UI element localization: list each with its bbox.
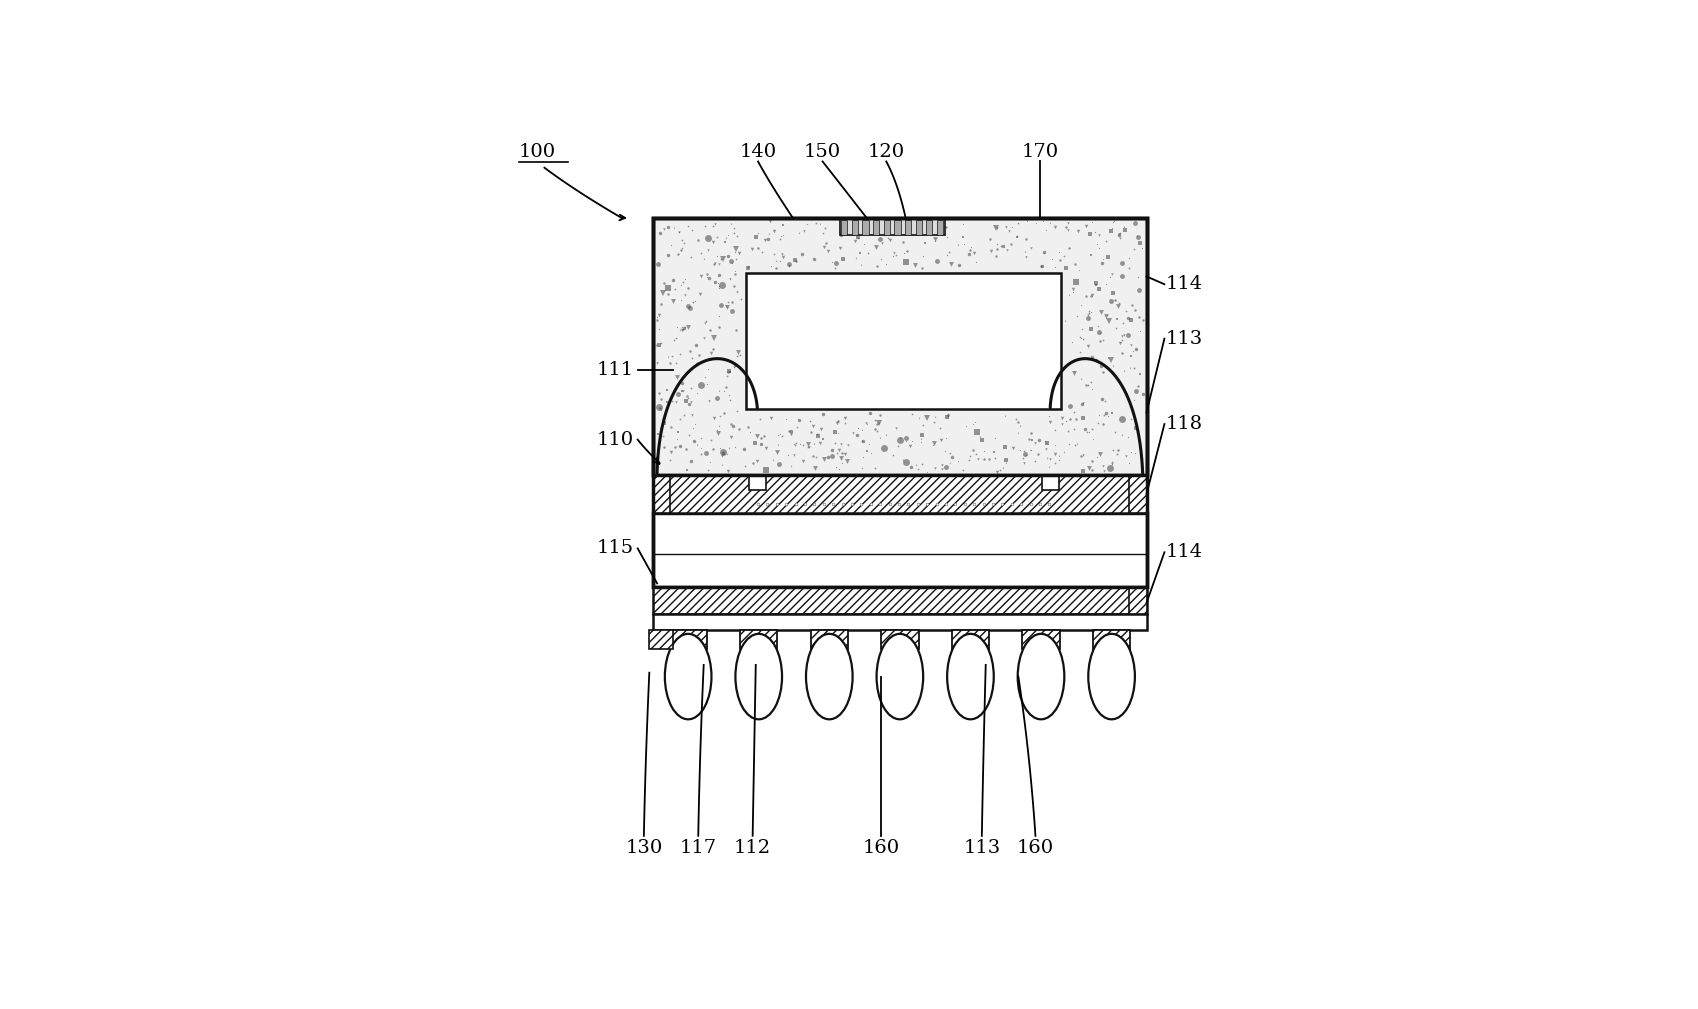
Bar — [883, 220, 890, 234]
Bar — [1129, 474, 1146, 514]
Text: 113: 113 — [1165, 330, 1202, 348]
Bar — [863, 220, 868, 234]
Text: 114: 114 — [1165, 543, 1202, 561]
Text: 114: 114 — [1165, 275, 1202, 294]
Ellipse shape — [805, 634, 852, 719]
Bar — [1041, 474, 1058, 490]
Bar — [749, 474, 766, 490]
Bar — [1129, 587, 1146, 614]
Bar — [652, 474, 671, 514]
Bar — [925, 220, 932, 234]
Text: 110: 110 — [596, 431, 633, 449]
Bar — [893, 220, 900, 234]
Bar — [669, 630, 706, 650]
Bar — [652, 514, 1146, 587]
Text: 118: 118 — [1165, 415, 1202, 433]
Bar — [851, 220, 857, 234]
Bar — [745, 272, 1061, 409]
Bar — [839, 218, 944, 235]
Bar — [652, 587, 1146, 614]
Bar — [652, 218, 1146, 587]
Ellipse shape — [1088, 634, 1134, 719]
Text: 112: 112 — [734, 838, 771, 857]
Text: 117: 117 — [679, 838, 717, 857]
Bar — [905, 220, 910, 234]
Text: 160: 160 — [1017, 838, 1053, 857]
Text: 150: 150 — [803, 143, 841, 161]
Bar — [841, 220, 847, 234]
Bar — [649, 630, 672, 650]
Bar — [873, 220, 880, 234]
Bar — [951, 630, 988, 650]
Bar — [810, 630, 847, 650]
Text: 100: 100 — [518, 143, 555, 161]
Bar — [1092, 630, 1129, 650]
Text: 160: 160 — [863, 838, 898, 857]
Text: 120: 120 — [868, 143, 905, 161]
Bar — [652, 218, 1146, 474]
Text: 113: 113 — [963, 838, 1000, 857]
Ellipse shape — [876, 634, 922, 719]
Bar — [936, 220, 942, 234]
Bar — [881, 630, 919, 650]
Text: 111: 111 — [596, 360, 633, 378]
Bar — [652, 218, 1146, 474]
Text: 130: 130 — [625, 838, 662, 857]
Bar — [915, 220, 922, 234]
Ellipse shape — [1017, 634, 1063, 719]
Ellipse shape — [735, 634, 781, 719]
Ellipse shape — [664, 634, 711, 719]
Text: 170: 170 — [1020, 143, 1058, 161]
Bar — [652, 474, 1146, 514]
Bar — [652, 614, 1146, 630]
Bar — [1022, 630, 1060, 650]
Text: 115: 115 — [596, 540, 633, 557]
Bar — [740, 630, 778, 650]
Text: 140: 140 — [739, 143, 776, 161]
Ellipse shape — [946, 634, 993, 719]
